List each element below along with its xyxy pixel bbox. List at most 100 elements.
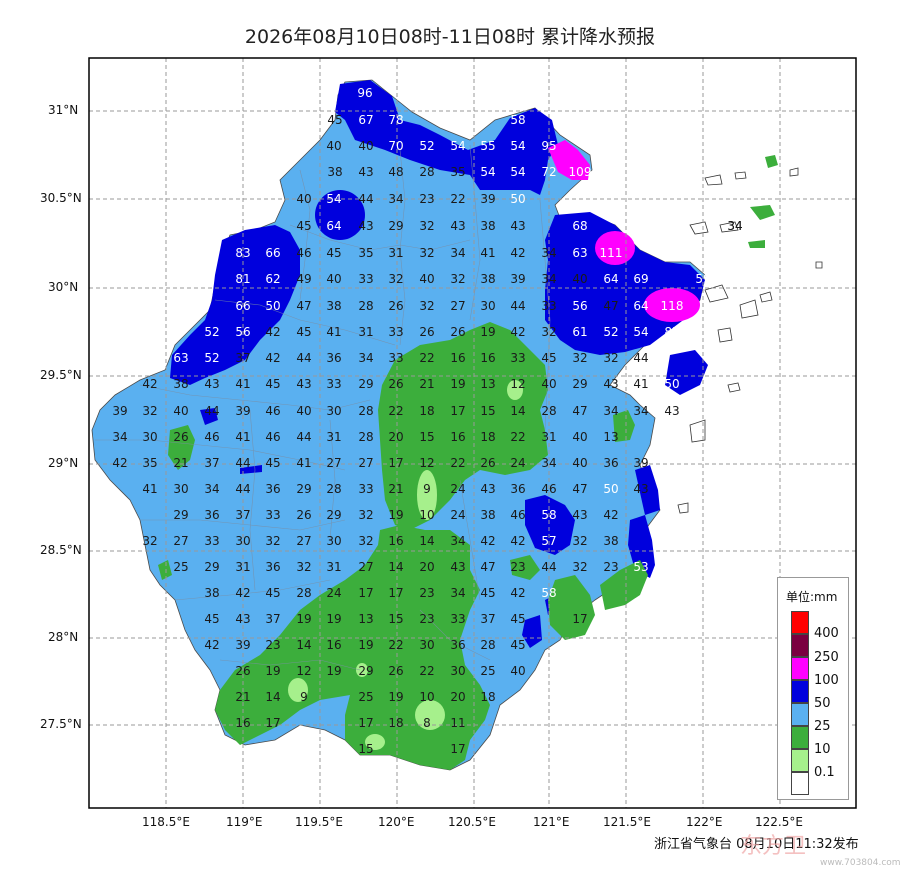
- station-value: 42: [112, 456, 127, 470]
- station-value: 26: [173, 430, 188, 444]
- station-value: 32: [572, 534, 587, 548]
- station-value: 19: [388, 508, 403, 522]
- station-value: 31: [388, 246, 403, 260]
- station-value: 54: [480, 165, 495, 179]
- station-value: 46: [265, 404, 280, 418]
- station-value: 40: [296, 192, 311, 206]
- station-value: 30: [480, 299, 495, 313]
- station-value: 41: [142, 482, 157, 496]
- station-value: 48: [388, 165, 403, 179]
- station-value: 39: [510, 272, 525, 286]
- station-value: 47: [480, 560, 495, 574]
- station-value: 46: [204, 430, 219, 444]
- station-value: 45: [265, 456, 280, 470]
- station-value: 32: [603, 351, 618, 365]
- lon-label-122: 122°E: [686, 815, 723, 829]
- station-value: 28: [480, 638, 495, 652]
- station-value: 31: [235, 560, 250, 574]
- station-value: 45: [265, 377, 280, 391]
- station-value: 35: [358, 246, 373, 260]
- station-value: 34: [204, 482, 219, 496]
- station-value: 34: [727, 219, 742, 233]
- station-value: 42: [510, 586, 525, 600]
- station-value: 35: [142, 456, 157, 470]
- station-value: 52: [204, 351, 219, 365]
- station-value: 32: [541, 325, 556, 339]
- legend-swatch-10: [791, 726, 809, 749]
- watermark-url: www.703804.com: [820, 858, 900, 868]
- station-value: 96: [357, 86, 372, 100]
- station-value: 36: [450, 638, 465, 652]
- lat-label-29: 29°N: [48, 456, 79, 470]
- station-value: 56: [572, 299, 587, 313]
- station-value: 32: [142, 534, 157, 548]
- station-value: 53: [633, 560, 648, 574]
- station-value: 40: [358, 139, 373, 153]
- station-value: 20: [388, 430, 403, 444]
- station-value: 13: [603, 430, 618, 444]
- station-value: 41: [633, 377, 648, 391]
- station-value: 31: [326, 430, 341, 444]
- lat-label-28: 28°N: [48, 630, 79, 644]
- station-value: 45: [296, 325, 311, 339]
- publisher-footer: 浙江省气象台 08月10日11:32发布: [654, 837, 859, 852]
- station-value: 44: [235, 482, 250, 496]
- station-value: 34: [450, 586, 465, 600]
- legend-swatch-0: [791, 772, 809, 795]
- station-value: 38: [480, 219, 495, 233]
- station-value: 69: [633, 272, 648, 286]
- station-value: 39: [235, 638, 250, 652]
- station-value: 32: [572, 560, 587, 574]
- station-value: 25: [480, 664, 495, 678]
- lat-label-30-5: 30.5°N: [40, 191, 82, 205]
- station-value: 26: [388, 664, 403, 678]
- station-value: 19: [326, 612, 341, 626]
- county-borders: [95, 144, 551, 671]
- station-value: 46: [510, 508, 525, 522]
- station-value: 10: [419, 508, 434, 522]
- station-value: 23: [419, 586, 434, 600]
- station-value: 28: [326, 482, 341, 496]
- station-value: 28: [358, 430, 373, 444]
- lon-label-120-5: 120.5°E: [448, 815, 496, 829]
- station-value: 63: [572, 246, 587, 260]
- station-value: 45: [510, 638, 525, 652]
- station-value: 41: [296, 456, 311, 470]
- lat-label-31: 31°N: [48, 103, 79, 117]
- station-value: 36: [510, 482, 525, 496]
- station-value: 47: [603, 299, 618, 313]
- station-value: 38: [480, 508, 495, 522]
- legend-swatch-25: [791, 703, 809, 726]
- legend-swatch-400: [791, 611, 809, 634]
- station-value: 40: [572, 430, 587, 444]
- watermark-logo: 东方卫: [740, 834, 807, 859]
- station-value: 16: [388, 534, 403, 548]
- station-value: 33: [388, 325, 403, 339]
- lon-label-121-5: 121.5°E: [603, 815, 651, 829]
- station-value: 38: [204, 586, 219, 600]
- station-value: 42: [510, 246, 525, 260]
- station-value: 42: [603, 508, 618, 522]
- station-value: 54: [326, 192, 341, 206]
- station-value: 22: [450, 456, 465, 470]
- station-value: 30: [450, 664, 465, 678]
- station-value: 41: [480, 246, 495, 260]
- station-value: 45: [296, 219, 311, 233]
- station-value: 47: [572, 482, 587, 496]
- station-value: 42: [510, 325, 525, 339]
- station-value: 16: [450, 351, 465, 365]
- station-value: 22: [419, 664, 434, 678]
- station-value: 17: [358, 716, 373, 730]
- station-value: 28: [541, 404, 556, 418]
- station-value: 12: [419, 456, 434, 470]
- station-value: 22: [388, 404, 403, 418]
- station-value: 22: [419, 351, 434, 365]
- station-value: 70: [388, 139, 403, 153]
- lon-label-121: 121°E: [533, 815, 570, 829]
- station-value: 32: [358, 508, 373, 522]
- station-value: 52: [725, 272, 740, 286]
- station-value: 24: [510, 456, 525, 470]
- station-value: 17: [265, 716, 280, 730]
- station-value: 28: [296, 586, 311, 600]
